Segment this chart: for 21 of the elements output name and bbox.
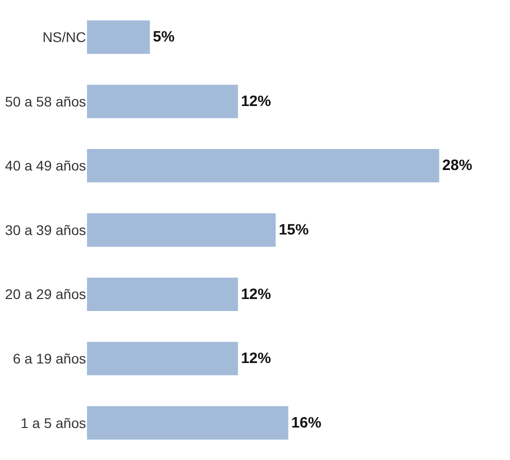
bar bbox=[87, 342, 238, 376]
data-label: 12% bbox=[240, 350, 271, 368]
y-tick-label: 6 a 19 años bbox=[12, 350, 86, 366]
bar bbox=[87, 20, 150, 54]
bar bbox=[87, 84, 238, 118]
data-label: 5% bbox=[152, 28, 175, 46]
y-tick-label: NS/NC bbox=[42, 29, 86, 46]
y-tick-label: 1 a 5 años bbox=[20, 414, 86, 431]
data-label: 15% bbox=[278, 222, 309, 238]
y-tick-label: 20 a 29 años bbox=[5, 286, 86, 302]
data-label: 12% bbox=[240, 92, 271, 110]
y-tick-label: 40 a 49 años bbox=[5, 158, 86, 174]
bar bbox=[87, 278, 238, 311]
data-label: 28% bbox=[442, 157, 472, 174]
bar bbox=[87, 406, 288, 440]
bar bbox=[87, 149, 440, 182]
y-tick-label: 30 a 39 años bbox=[5, 222, 86, 238]
data-label: 12% bbox=[240, 286, 271, 303]
y-tick-label: 50 a 58 años bbox=[5, 93, 86, 110]
bar bbox=[87, 213, 276, 247]
data-label: 16% bbox=[291, 414, 322, 432]
